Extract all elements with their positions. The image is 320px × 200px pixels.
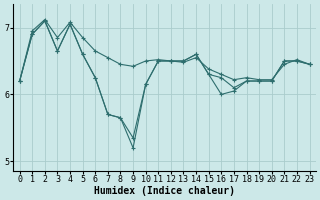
X-axis label: Humidex (Indice chaleur): Humidex (Indice chaleur) — [94, 186, 235, 196]
